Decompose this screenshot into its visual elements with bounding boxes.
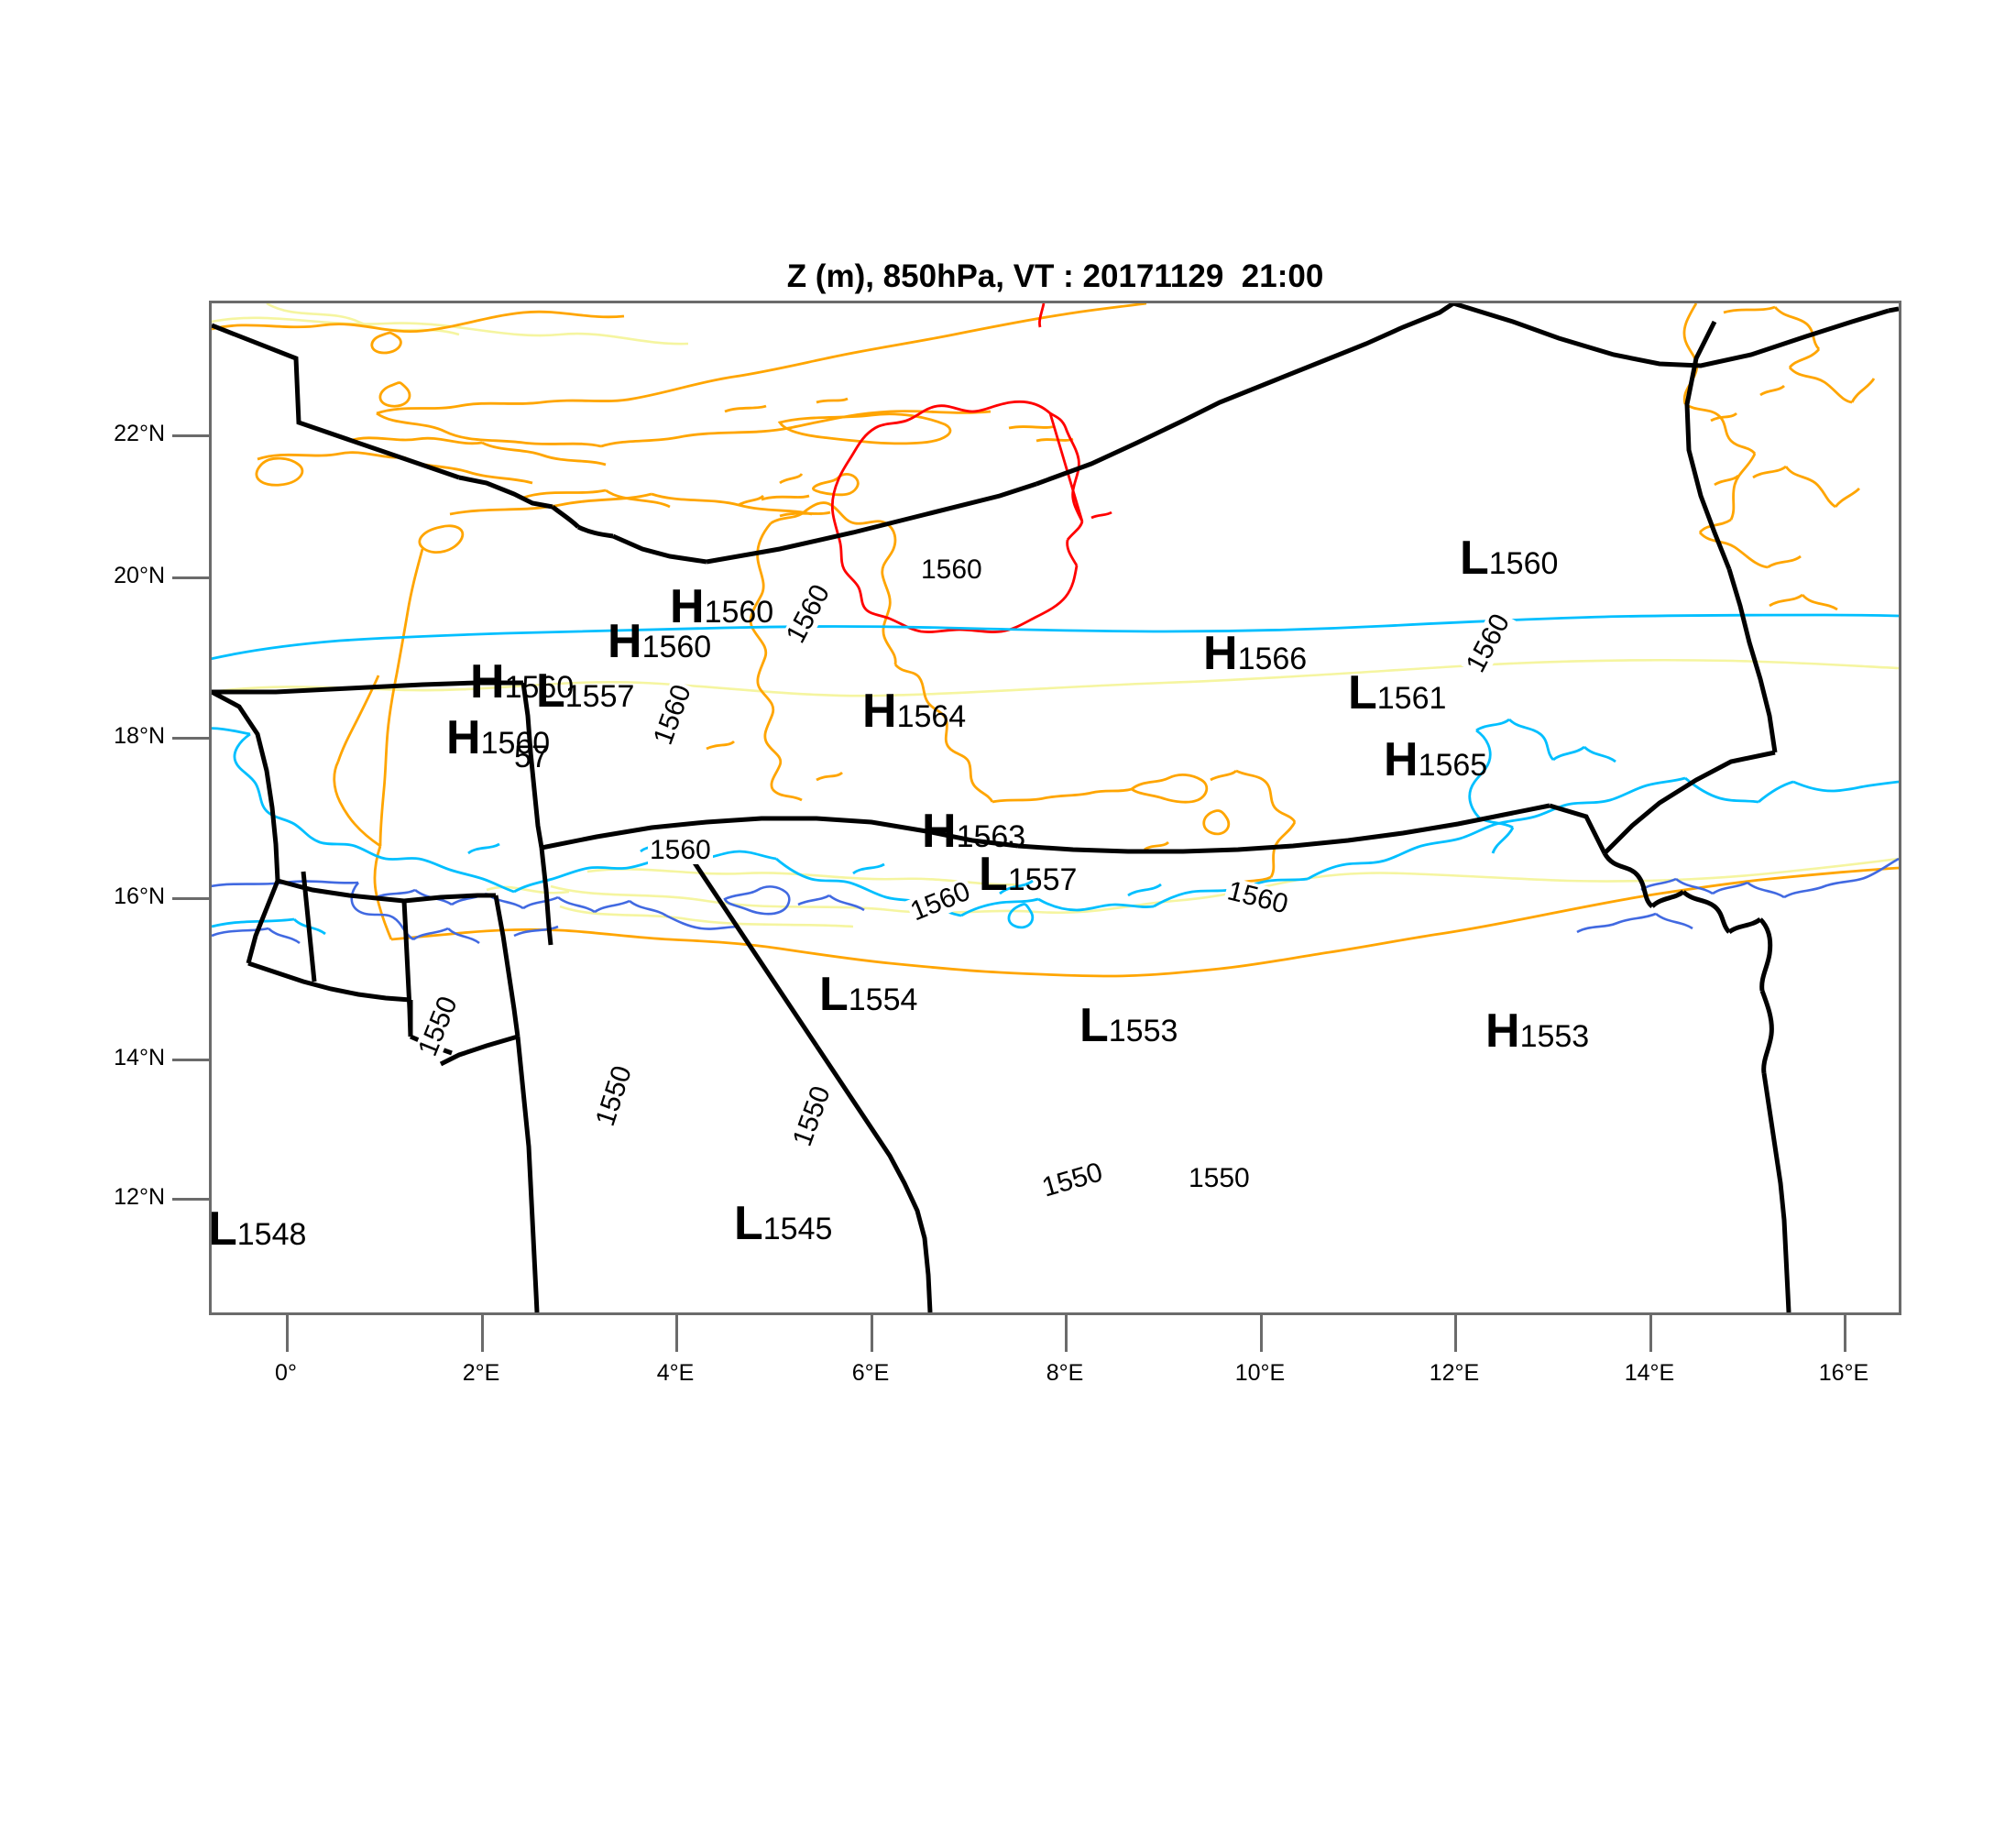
ytick-line-12N [172,1198,209,1201]
contour-1565 [830,303,1112,633]
extrema-marker-H-1560: H1560 [670,580,774,633]
xtick-label-0: 0° [275,1360,297,1386]
extrema-marker-L-1557: L1557 [979,848,1078,901]
contour-1545 [212,857,1899,945]
page-title: Z (m), 850hPa, VT : 20171129 21:00 [786,258,1324,294]
xtick-line-16E [1844,1315,1846,1352]
ytick-label-20N: 20°N [114,563,165,588]
xtick-label-2E: 2°E [462,1360,500,1386]
extrema-marker-H-1565: H1565 [1384,733,1488,786]
extrema-marker-H-1560: H1560 [470,655,575,708]
xtick-label-12E: 12°E [1429,1360,1480,1386]
xtick-label-16E: 16°E [1818,1360,1869,1386]
extrema-marker-L-1561: L1561 [1348,666,1447,719]
ytick-line-22N [172,434,209,437]
extrema-marker-L-1557: L1557 [536,664,635,718]
contour-1555 [212,303,1899,928]
contour-1560 [212,303,1899,978]
ytick-label-14N: 14°N [114,1045,165,1070]
extrema-marker-H-1563: H1563 [922,805,1026,858]
ytick-line-18N [172,737,209,740]
extrema-marker-H-1566: H1566 [1203,627,1308,680]
ytick-line-14N [172,1059,209,1061]
xtick-line-8E [1065,1315,1068,1352]
xtick-label-14E: 14°E [1624,1360,1675,1386]
extrema-marker-L-1548: L1548 [209,1202,307,1256]
extrema-marker-L-1560: L1560 [1460,532,1559,585]
xtick-line-14E [1649,1315,1652,1352]
xtick-line-6E [871,1315,873,1352]
extrema-marker-H-1553: H1553 [1485,1004,1590,1058]
xtick-line-0 [286,1315,289,1352]
plot-area: 1560 1560 1560 1560 1560 1560 1560 1550 … [209,301,1901,1315]
ytick-label-22N: 22°N [114,421,165,446]
contour-label: 1550 [1187,1163,1252,1193]
ytick-label-12N: 12°N [114,1184,165,1210]
ytick-label-16N: 16°N [114,884,165,909]
contour-plot-svg [212,303,1899,1312]
xtick-label-4E: 4°E [656,1360,695,1386]
extrema-marker-L-1553: L1553 [1079,999,1178,1052]
xtick-label-10E: 10°E [1234,1360,1286,1386]
xtick-line-10E [1260,1315,1263,1352]
ytick-line-20N [172,576,209,579]
xtick-line-2E [481,1315,484,1352]
extrema-marker-partial: 57 [514,740,549,774]
ytick-line-16N [172,897,209,900]
contour-1550 [212,613,1899,936]
extrema-marker-H-1560: H1560 [446,711,551,764]
extrema-marker-L-1554: L1554 [819,968,918,1021]
extrema-marker-H-1560: H1560 [608,615,712,668]
xtick-line-12E [1454,1315,1457,1352]
xtick-label-8E: 8°E [1046,1360,1084,1386]
extrema-marker-L-1545: L1545 [734,1197,833,1250]
ytick-label-18N: 18°N [114,723,165,749]
xtick-label-6E: 6°E [851,1360,890,1386]
country-borders [212,303,1899,1312]
extrema-marker-H-1564: H1564 [862,685,967,738]
contour-label: 1560 [648,835,713,865]
contour-label: 1560 [919,554,984,585]
xtick-line-4E [675,1315,678,1352]
